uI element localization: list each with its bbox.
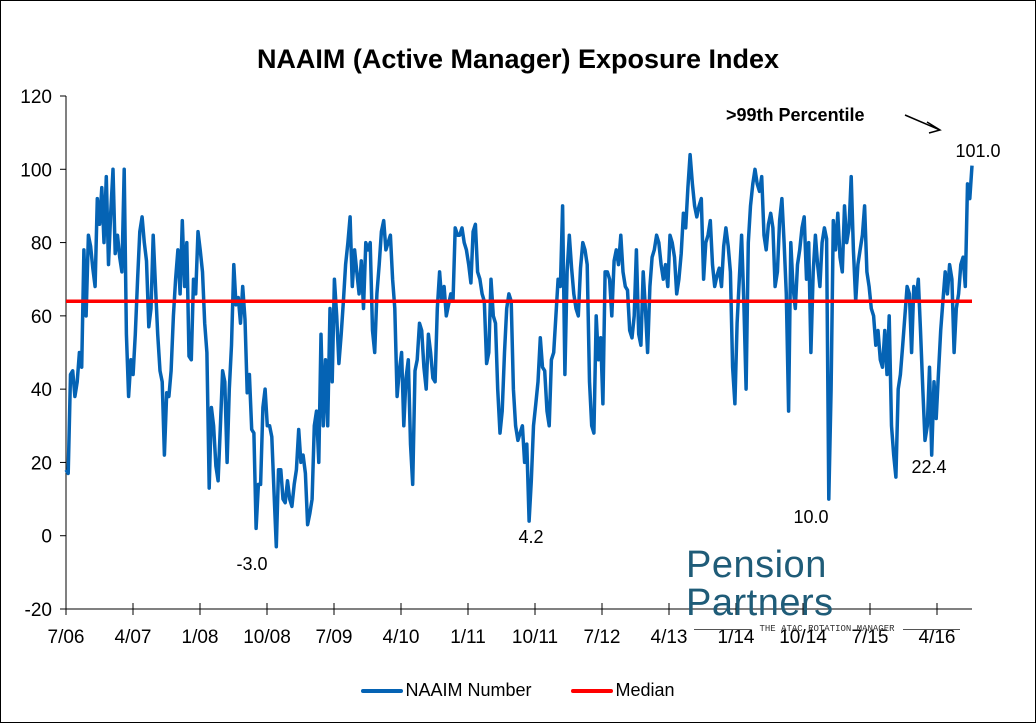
legend-item-naaim: NAAIM Number: [361, 680, 531, 701]
y-tick-label: 120: [20, 87, 52, 108]
series-layer: [64, 152, 974, 549]
y-axis: -20 0 20 40 60 80 100 120: [20, 87, 67, 621]
y-tick-label: 40: [31, 380, 52, 401]
x-tick-label: 4/16: [919, 627, 956, 648]
x-tick-label: 10/11: [512, 627, 558, 648]
data-label: 22.4: [911, 457, 946, 477]
x-axis: 7/06 4/07 1/08 10/08 7/09 4/10 1/11 10/11 7/12 4/…: [48, 603, 972, 648]
x-tick-label: 4/13: [651, 627, 688, 648]
logo-rule-left: [694, 628, 752, 630]
annotation-percentile-label: >99th Percentile: [726, 105, 865, 125]
x-tick-label: 1/08: [182, 627, 219, 648]
data-label: 101.0: [955, 141, 1000, 161]
legend-swatch-median: [571, 688, 614, 693]
x-tick-label: 1/11: [450, 627, 486, 648]
legend-label-naaim: NAAIM Number: [405, 680, 532, 700]
chart-title: NAAIM (Active Manager) Exposure Index: [256, 44, 780, 74]
legend: NAAIM Number Median: [0, 680, 1036, 701]
x-tick-label: 7/12: [584, 627, 621, 648]
y-tick-label: 80: [31, 234, 52, 255]
legend-item-median: Median: [571, 680, 675, 701]
x-tick-label: 7/06: [48, 627, 85, 648]
y-tick-label: -20: [25, 600, 52, 621]
annotation-arrow-icon: [904, 114, 942, 134]
x-tick-label: 7/15: [852, 627, 889, 648]
logo-tagline: THE ATAC ROTATION MANAGER: [686, 624, 968, 634]
y-tick-label: 20: [31, 453, 52, 474]
logo-main-text: Pension Partners: [686, 544, 834, 624]
legend-swatch-naaim: [361, 688, 404, 693]
annotations-layer: -3.0 4.2 10.0 22.4 101.0 >99th Percentile: [236, 105, 1000, 574]
x-tick-label: 10/14: [779, 627, 827, 648]
series-line-naaim-number: [64, 152, 974, 549]
logo-sub-text: THE ATAC ROTATION MANAGER: [759, 624, 895, 634]
x-tick-label: 4/07: [115, 627, 152, 648]
x-tick-label: 7/09: [316, 627, 353, 648]
pension-partners-logo: Pension Partners THE ATAC ROTATION MANAG…: [686, 546, 968, 634]
data-label: 10.0: [793, 507, 828, 527]
logo-rule-right: [902, 628, 960, 630]
x-tick-label: 10/08: [243, 627, 291, 648]
x-tick-label: 4/10: [383, 627, 420, 648]
y-tick-label: 0: [41, 527, 52, 548]
data-label: -3.0: [236, 554, 267, 574]
y-tick-label: 60: [31, 307, 52, 328]
y-tick-label: 100: [20, 160, 52, 181]
legend-label-median: Median: [615, 680, 675, 700]
x-tick-label: 1/14: [718, 627, 755, 648]
data-label: 4.2: [518, 527, 543, 547]
